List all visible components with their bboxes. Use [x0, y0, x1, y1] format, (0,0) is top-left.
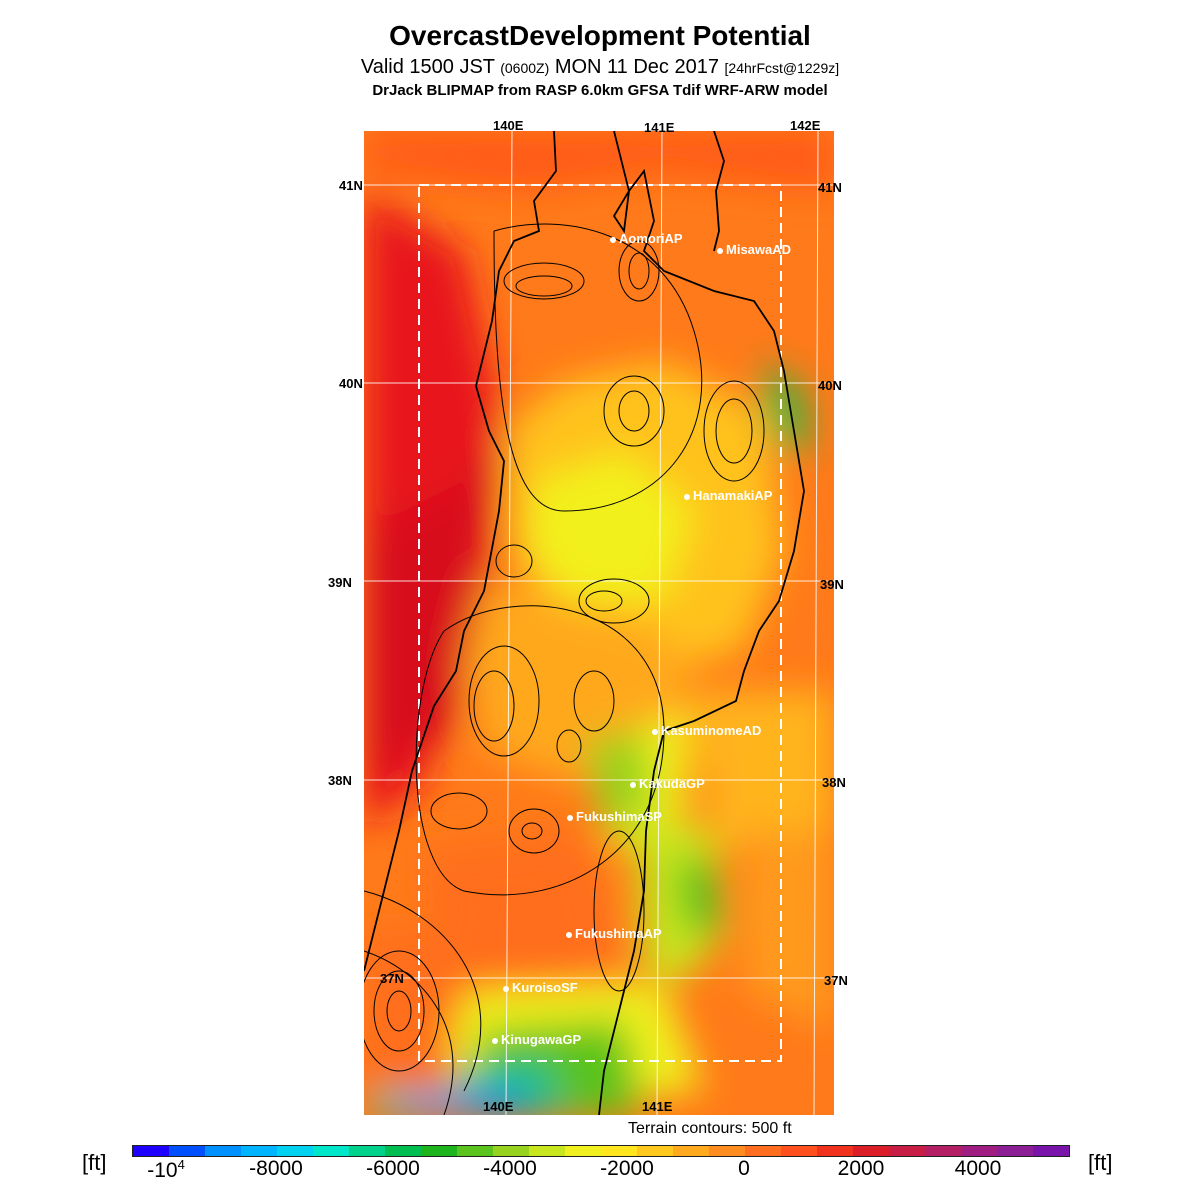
lat-label-right-37n: 37N	[824, 973, 848, 988]
colorbar-swatch	[781, 1146, 817, 1156]
colorbar-swatch	[277, 1146, 313, 1156]
colorbar-swatch	[637, 1146, 673, 1156]
chart-title: OvercastDevelopment Potential	[389, 20, 811, 51]
colorbar-swatch	[205, 1146, 241, 1156]
valid-time-subtitle: Valid 1500 JST (0600Z) MON 11 Dec 2017 […	[0, 56, 1200, 79]
domain-boundary	[418, 184, 782, 1062]
lat-label-left-38n: 38N	[328, 773, 352, 788]
lon-label-top-141e: 141E	[644, 120, 675, 135]
colorbar-swatch	[997, 1146, 1033, 1156]
lon-label-bottom-141e: 141E	[642, 1099, 673, 1114]
colorbar-tick-neg-1e4: -104	[147, 1157, 185, 1182]
station-misawa-ad[interactable]: MisawaAD	[717, 242, 791, 257]
model-description: DrJack BLIPMAP from RASP 6.0km GFSA Tdif…	[372, 82, 828, 99]
station-aomori-ap[interactable]: AomoriAP	[610, 231, 683, 246]
colorbar-tick: -8000	[249, 1157, 303, 1180]
colorbar-swatch	[709, 1146, 745, 1156]
lat-label-left-39n: 39N	[328, 575, 352, 590]
colorbar-tick: -6000	[366, 1157, 420, 1180]
lat-label-right-41n: 41N	[818, 180, 842, 195]
station-dot-icon	[610, 236, 616, 243]
colorbar-swatch	[313, 1146, 349, 1156]
colorbar-swatch	[457, 1146, 493, 1156]
station-dot-icon	[503, 985, 509, 992]
station-dot-icon	[717, 247, 723, 254]
colorbar-swatch	[961, 1146, 997, 1156]
lat-label-left-40n: 40N	[339, 376, 363, 391]
station-dot-icon	[492, 1037, 498, 1044]
colorbar-swatch	[493, 1146, 529, 1156]
colorbar-unit-left: [ft]	[82, 1150, 107, 1175]
colorbar-swatch	[889, 1146, 925, 1156]
lat-label-right-38n: 38N	[822, 775, 846, 790]
colorbar-swatch	[385, 1146, 421, 1156]
valid-time: Valid 1500 JST	[360, 56, 495, 78]
station-kasuminome-ad[interactable]: KasuminomeAD	[652, 723, 761, 738]
utc-time: (0600Z)	[500, 60, 550, 76]
lon-label-bottom-140e: 140E	[483, 1099, 514, 1114]
lat-label-right-40n: 40N	[818, 378, 842, 393]
station-dot-icon	[630, 781, 636, 788]
colorbar-tick: -4000	[483, 1157, 537, 1180]
station-fukushima-sp[interactable]: FukushimaSP	[567, 809, 662, 824]
colorbar-swatch	[529, 1146, 565, 1156]
station-dot-icon	[684, 493, 690, 500]
lon-label-top-142e: 142E	[790, 118, 821, 133]
colorbar-tick: 0	[738, 1157, 750, 1180]
colorbar-swatch	[169, 1146, 205, 1156]
colorbar-swatch	[601, 1146, 637, 1156]
colorbar-unit-right: [ft]	[1088, 1150, 1113, 1175]
forecast-info: [24hrFcst@1229z]	[724, 60, 840, 76]
station-hanamaki-ap[interactable]: HanamakiAP	[684, 488, 772, 503]
lon-label-top-140e: 140E	[493, 118, 524, 133]
station-kakuda-gp[interactable]: KakudaGP	[630, 776, 705, 791]
lat-label-left-41n: 41N	[339, 178, 363, 193]
colorbar-swatch	[817, 1146, 853, 1156]
colorbar-swatch	[241, 1146, 277, 1156]
colorbar-swatch	[421, 1146, 457, 1156]
station-kuroiso-sf[interactable]: KuroisoSF	[503, 980, 578, 995]
colorbar-tick: 4000	[954, 1157, 1002, 1180]
terrain-contours	[364, 223, 765, 1115]
station-dot-icon	[566, 931, 572, 938]
forecast-map	[364, 131, 834, 1115]
colorbar-swatch	[925, 1146, 961, 1156]
colorbar-tick: 2000	[837, 1157, 885, 1180]
lat-label-right-39n: 39N	[820, 577, 844, 592]
colorbar-swatch	[745, 1146, 781, 1156]
colorbar-swatch	[349, 1146, 385, 1156]
colorbar-swatch	[853, 1146, 889, 1156]
coastline	[364, 131, 805, 1115]
colorbar-tick: -2000	[600, 1157, 654, 1180]
map-panel	[364, 131, 834, 1115]
colorbar-swatch	[1033, 1146, 1069, 1156]
colorbar-swatch	[565, 1146, 601, 1156]
colorbar-swatch	[673, 1146, 709, 1156]
colorbar-swatch	[133, 1146, 169, 1156]
station-kinugawa-gp[interactable]: KinugawaGP	[492, 1032, 581, 1047]
station-dot-icon	[652, 728, 658, 735]
valid-date: MON 11 Dec 2017	[554, 56, 719, 78]
station-fukushima-ap[interactable]: FukushimaAP	[566, 926, 662, 941]
colorbar	[132, 1145, 1070, 1157]
terrain-contour-note: Terrain contours: 500 ft	[628, 1120, 792, 1137]
lat-label-left-37n: 37N	[380, 971, 404, 986]
station-dot-icon	[567, 814, 573, 821]
